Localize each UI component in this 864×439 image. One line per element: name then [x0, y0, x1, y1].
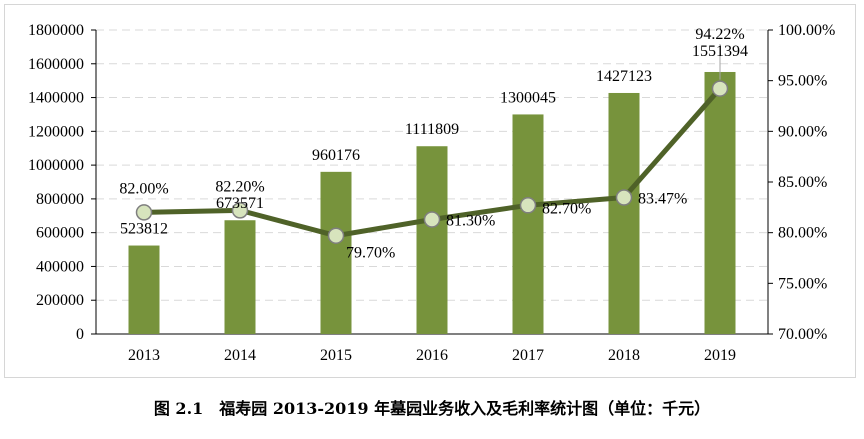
- y-tick-label: 800000: [36, 191, 84, 208]
- x-tick-label: 2017: [512, 347, 544, 364]
- bar-value-label: 523812: [120, 221, 168, 238]
- bar: [704, 71, 736, 335]
- line-point: [615, 189, 633, 206]
- line-point: [327, 227, 345, 244]
- x-tick-label: 2014: [224, 347, 256, 364]
- y2-tick-label: 70.00%: [778, 326, 827, 343]
- line-point: [423, 211, 441, 228]
- combo-chart: 0 200000 400000 600000 800000 1000000 1200000 1…: [28, 22, 835, 364]
- bar-value-label: 1111809: [405, 121, 459, 138]
- bar-value-label: 1427123: [596, 68, 652, 85]
- y-tick-label: 1600000: [28, 56, 84, 73]
- line-value-label: 94.22%: [695, 26, 744, 43]
- y-tick-label: 600000: [36, 225, 84, 242]
- bar-value-label: 960176: [312, 147, 360, 164]
- y2-tick-label: 90.00%: [778, 123, 827, 140]
- x-tick-label: 2019: [704, 347, 736, 364]
- bar-value-label: 1300045: [500, 89, 556, 106]
- line-value-label: 79.70%: [346, 245, 395, 262]
- line-value-label: 82.00%: [119, 180, 168, 197]
- y-tick-label: 0: [76, 326, 84, 343]
- y-tick-label: 1800000: [28, 22, 84, 39]
- bar: [512, 114, 544, 334]
- y-tick-label: 1000000: [28, 157, 84, 174]
- line-value-label: 81.30%: [446, 212, 495, 229]
- y2-tick-label: 100.00%: [778, 22, 835, 39]
- y2-tick-label: 80.00%: [778, 225, 827, 242]
- x-tick-label: 2015: [320, 347, 352, 364]
- line-point: [135, 204, 153, 221]
- x-tick-label: 2016: [416, 347, 448, 364]
- bar: [224, 220, 256, 334]
- bar-value-label: 1551394: [692, 43, 748, 60]
- line-value-label: 82.70%: [542, 200, 591, 217]
- line-value-label: 82.20%: [215, 178, 264, 195]
- figure-caption: 图 2.1 福寿园 2013-2019 年墓园业务收入及毛利率统计图（单位：千元…: [153, 399, 711, 418]
- line-value-label: 83.47%: [638, 191, 687, 208]
- y-tick-label: 1200000: [28, 123, 84, 140]
- x-tick-label: 2018: [608, 347, 640, 364]
- line-point: [519, 197, 537, 214]
- line-point: [231, 202, 249, 219]
- y-tick-label: 200000: [36, 292, 84, 309]
- y2-tick-label: 75.00%: [778, 275, 827, 292]
- y2-tick-label: 95.00%: [778, 73, 827, 90]
- bar: [128, 245, 160, 334]
- bar: [416, 146, 448, 334]
- line-point: [711, 80, 729, 97]
- y-tick-label: 1400000: [28, 90, 84, 107]
- y-tick-label: 400000: [36, 258, 84, 275]
- bar: [320, 171, 352, 334]
- y2-tick-label: 85.00%: [778, 174, 827, 191]
- bar: [608, 92, 640, 334]
- x-tick-label: 2013: [128, 347, 160, 364]
- bar-value-label: 673571: [216, 195, 264, 212]
